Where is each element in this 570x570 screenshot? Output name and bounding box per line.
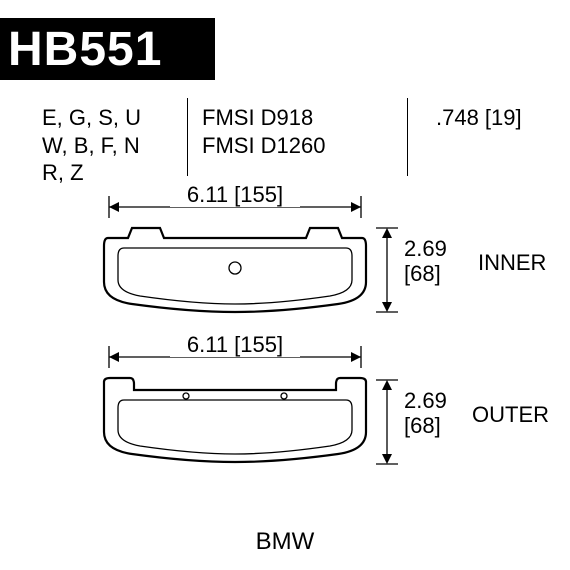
outer-height-dim [372, 374, 402, 470]
fmsi-line: FMSI D1260 [202, 132, 393, 160]
inner-height-label: 2.69 [68] [404, 236, 464, 287]
fmsi-line: FMSI D918 [202, 104, 393, 132]
outer-pad-shape [100, 374, 370, 466]
inner-label: INNER [478, 250, 546, 276]
diagram-area: 6.11 [155] 2.69 [68] INNER 6.11 [155] [0, 188, 570, 548]
thickness-value: .748 [19] [436, 104, 536, 132]
outer-height-label: 2.69 [68] [404, 388, 464, 439]
inner-pad-shape [100, 224, 370, 314]
compounds-line: E, G, S, U [42, 104, 173, 132]
part-number: HB551 [8, 22, 162, 77]
compounds-line: R, Z [42, 159, 173, 187]
fmsi-column: FMSI D918 FMSI D1260 [188, 98, 408, 176]
inner-height-dim [372, 222, 402, 318]
part-number-band: HB551 [0, 18, 215, 80]
inner-width-label: 6.11 [155] [170, 182, 300, 207]
spec-row: E, G, S, U W, B, F, N R, Z FMSI D918 FMS… [28, 98, 550, 176]
brand-label: BMW [0, 528, 570, 556]
compounds-column: E, G, S, U W, B, F, N R, Z [28, 98, 188, 176]
outer-label: OUTER [472, 402, 549, 428]
compounds-line: W, B, F, N [42, 132, 173, 160]
outer-width-label: 6.11 [155] [170, 332, 300, 357]
thickness-column: .748 [19] [408, 98, 550, 176]
